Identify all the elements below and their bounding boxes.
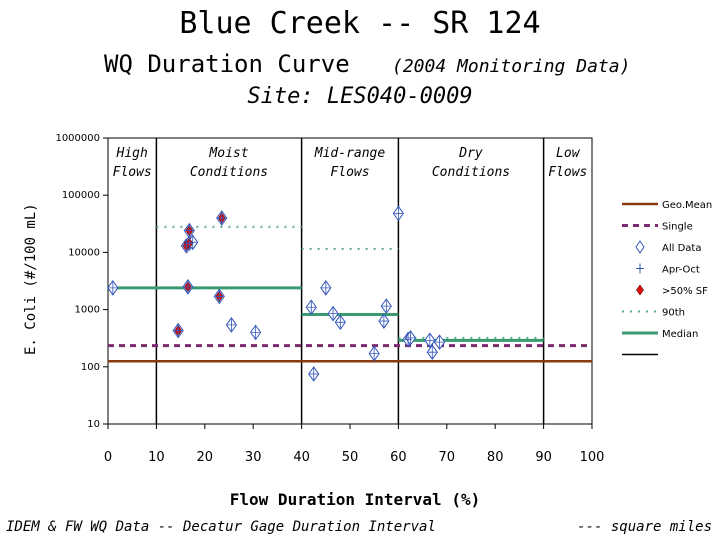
zone-label: Moist: [208, 146, 248, 161]
footer-source: IDEM & FW WQ Data -- Decatur Gage Durati…: [6, 519, 436, 535]
apr-oct-point: [185, 224, 194, 237]
zone-label: Flows: [113, 165, 152, 180]
apr-oct-point: [251, 326, 260, 339]
x-tick-label: 80: [487, 450, 504, 465]
apr-oct-point: [425, 334, 434, 347]
legend-swatch-apr-oct: [636, 263, 644, 274]
apr-oct-point: [336, 316, 345, 329]
y-tick-label: 1000: [75, 305, 100, 316]
zone-label: Mid-range: [314, 146, 386, 161]
y-tick-label: 1000000: [55, 133, 100, 144]
x-tick-label: 20: [197, 450, 214, 465]
apr-oct-point: [435, 336, 444, 349]
x-tick-label: 70: [439, 450, 456, 465]
legend-item: Geo.Mean: [622, 200, 712, 211]
y-tick-label: 10: [87, 419, 100, 430]
apr-oct-point: [382, 300, 391, 313]
legend-label: All Data: [662, 243, 701, 254]
zone-label: Flows: [548, 165, 587, 180]
legend-label: 90th: [662, 308, 685, 319]
legend-item: 90th: [622, 308, 685, 319]
x-tick-label: 90: [535, 450, 552, 465]
apr-oct-point: [183, 280, 192, 293]
legend-item: Apr-Oct: [636, 263, 700, 276]
legend-label: Geo.Mean: [662, 200, 712, 211]
legend-label: Apr-Oct: [662, 265, 700, 276]
apr-oct-point: [108, 281, 117, 294]
legend-label: Single: [662, 222, 693, 233]
apr-oct-point: [321, 281, 330, 294]
x-tick-label: 40: [293, 450, 310, 465]
chart-title: Blue Creek -- SR 124: [179, 6, 541, 41]
legend-item: All Data: [635, 240, 701, 254]
zone-label: Low: [556, 146, 581, 161]
y-tick-label: 10000: [68, 247, 100, 258]
x-axis-label: Flow Duration Interval (%): [229, 490, 481, 509]
legend-swatch-pct50: [636, 284, 644, 296]
apr-oct-point: [329, 307, 338, 320]
zone-label: High: [116, 146, 148, 161]
footer-area: --- square miles: [577, 519, 712, 535]
zone-label: Dry: [458, 146, 483, 161]
apr-oct-point: [227, 318, 236, 331]
zone-label: Conditions: [432, 165, 510, 180]
x-tick-label: 100: [580, 450, 605, 465]
zone-label: Flows: [330, 165, 369, 180]
legend-label: >50% SF: [662, 286, 708, 297]
apr-oct-point: [379, 315, 388, 328]
legend-item: Median: [622, 329, 698, 340]
apr-oct-point: [309, 367, 318, 380]
x-tick-label: 10: [148, 450, 165, 465]
y-tick-label: 100: [81, 362, 100, 373]
x-tick-label: 50: [342, 450, 359, 465]
site-label: Site: LES040-0009: [247, 84, 473, 109]
chart-subtitle-note: (2004 Monitoring Data): [392, 56, 631, 77]
apr-oct-point: [217, 211, 226, 224]
apr-oct-point: [370, 347, 379, 360]
legend-label: Median: [662, 329, 698, 340]
legend-item: Single: [622, 222, 693, 233]
legend-item: >50% SF: [636, 284, 708, 297]
apr-oct-point: [188, 236, 197, 249]
plot-area: [107, 137, 593, 425]
apr-oct-point: [215, 290, 224, 303]
y-tick-label: 100000: [62, 190, 100, 201]
apr-oct-point: [307, 301, 316, 314]
apr-oct-point: [394, 207, 403, 220]
apr-oct-point: [174, 324, 183, 337]
x-tick-label: 0: [104, 450, 112, 465]
x-tick-label: 60: [390, 450, 407, 465]
apr-oct-point: [428, 346, 437, 359]
apr-oct-point: [185, 237, 194, 250]
legend-swatch-all-data: [635, 240, 645, 254]
x-tick-label: 30: [245, 450, 262, 465]
zone-label: Conditions: [190, 165, 268, 180]
apr-oct-point: [406, 331, 415, 344]
chart-subtitle: WQ Duration Curve: [104, 50, 350, 78]
